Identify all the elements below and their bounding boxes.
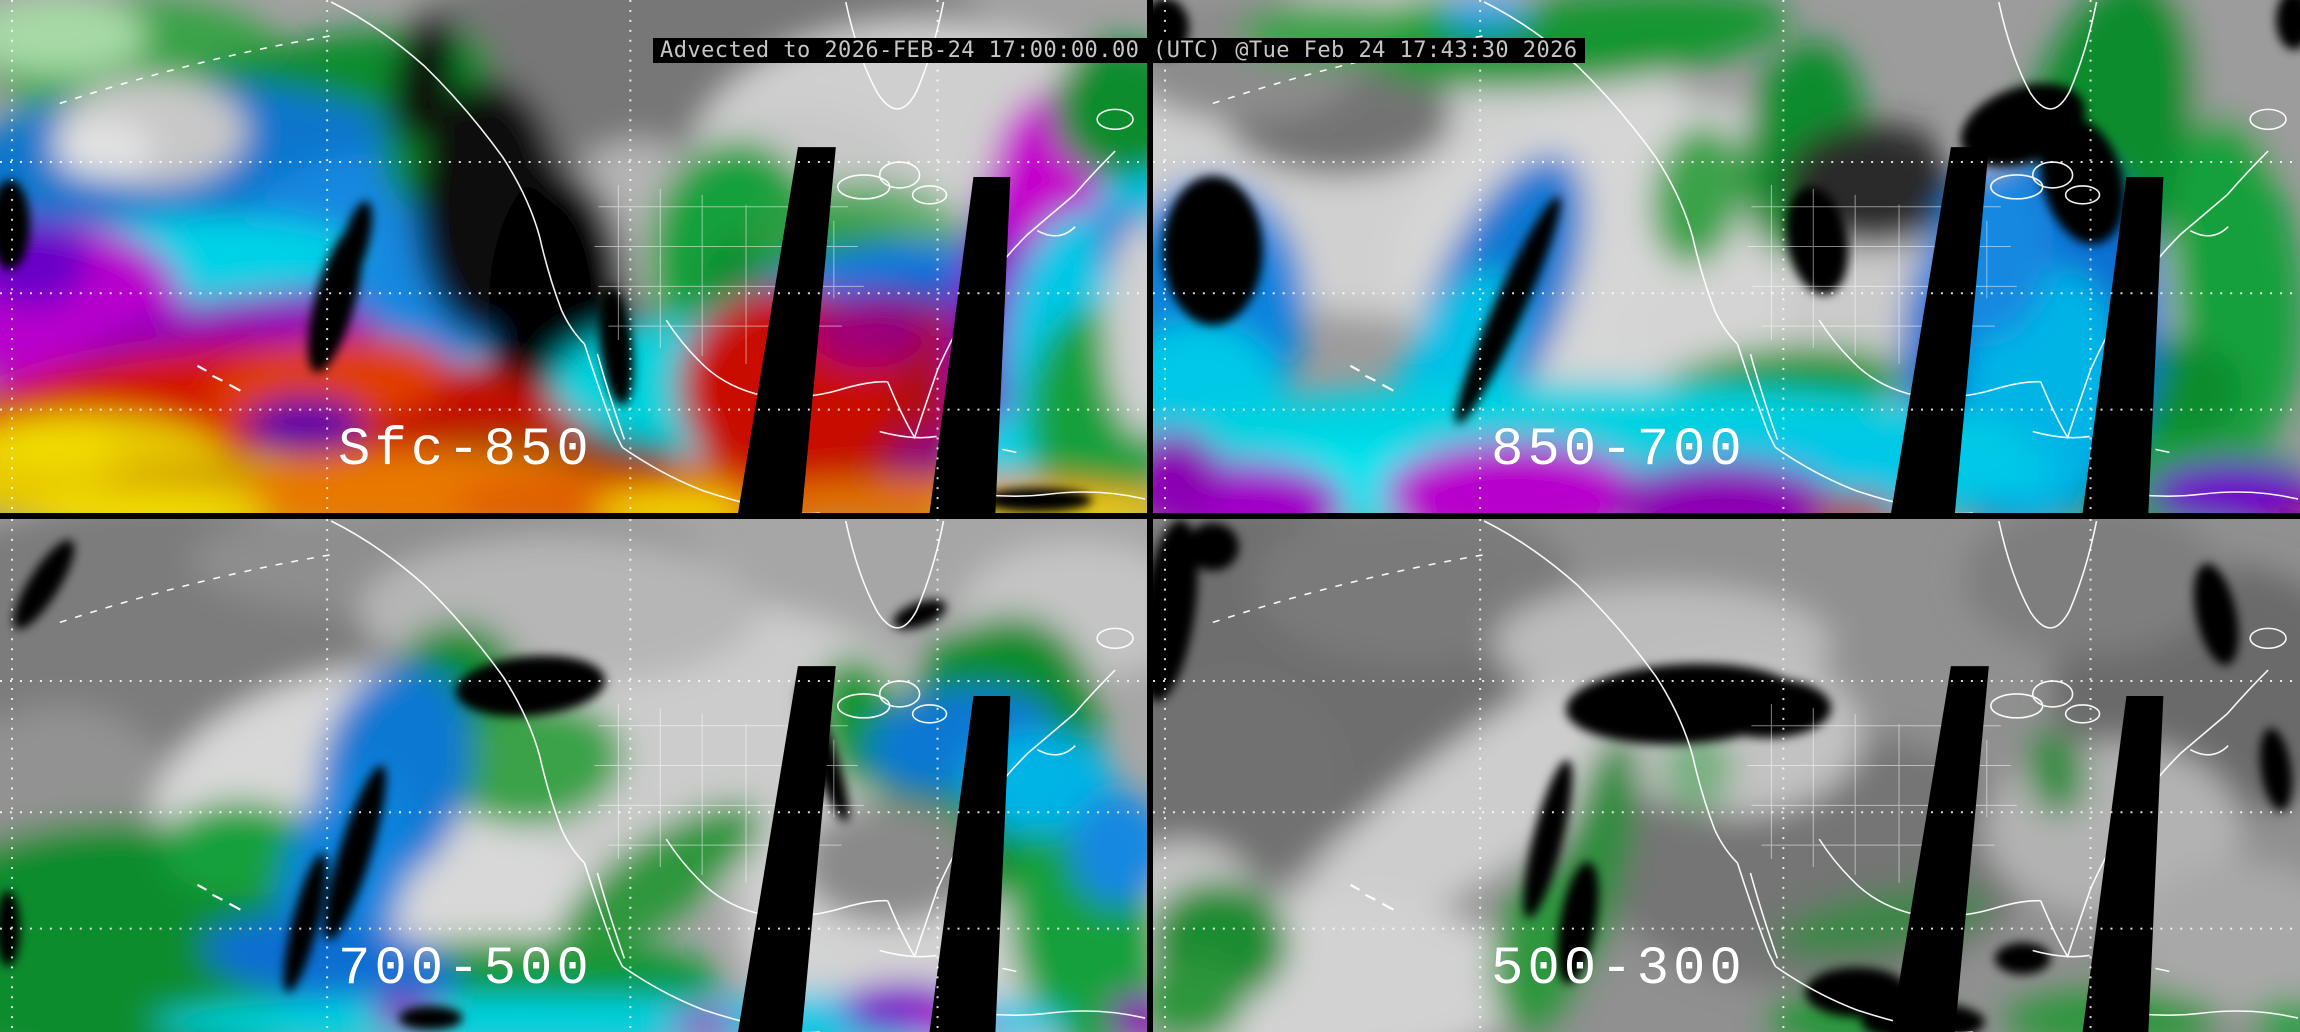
satellite-image-sfc-850 (0, 0, 1147, 513)
satellite-image-700-500 (0, 519, 1147, 1032)
panel-sfc-850: Sfc-850 (0, 0, 1147, 513)
panel-850-700: 850-700 (1153, 0, 2300, 513)
advection-timestamp-bar: Advected to 2026-FEB-24 17:00:00.00 (UTC… (653, 38, 1585, 63)
panel-700-500: 700-500 (0, 519, 1147, 1032)
panel-500-300: 500-300 (1153, 519, 2300, 1032)
satellite-image-500-300 (1153, 519, 2300, 1032)
satellite-image-850-700 (1153, 0, 2300, 513)
